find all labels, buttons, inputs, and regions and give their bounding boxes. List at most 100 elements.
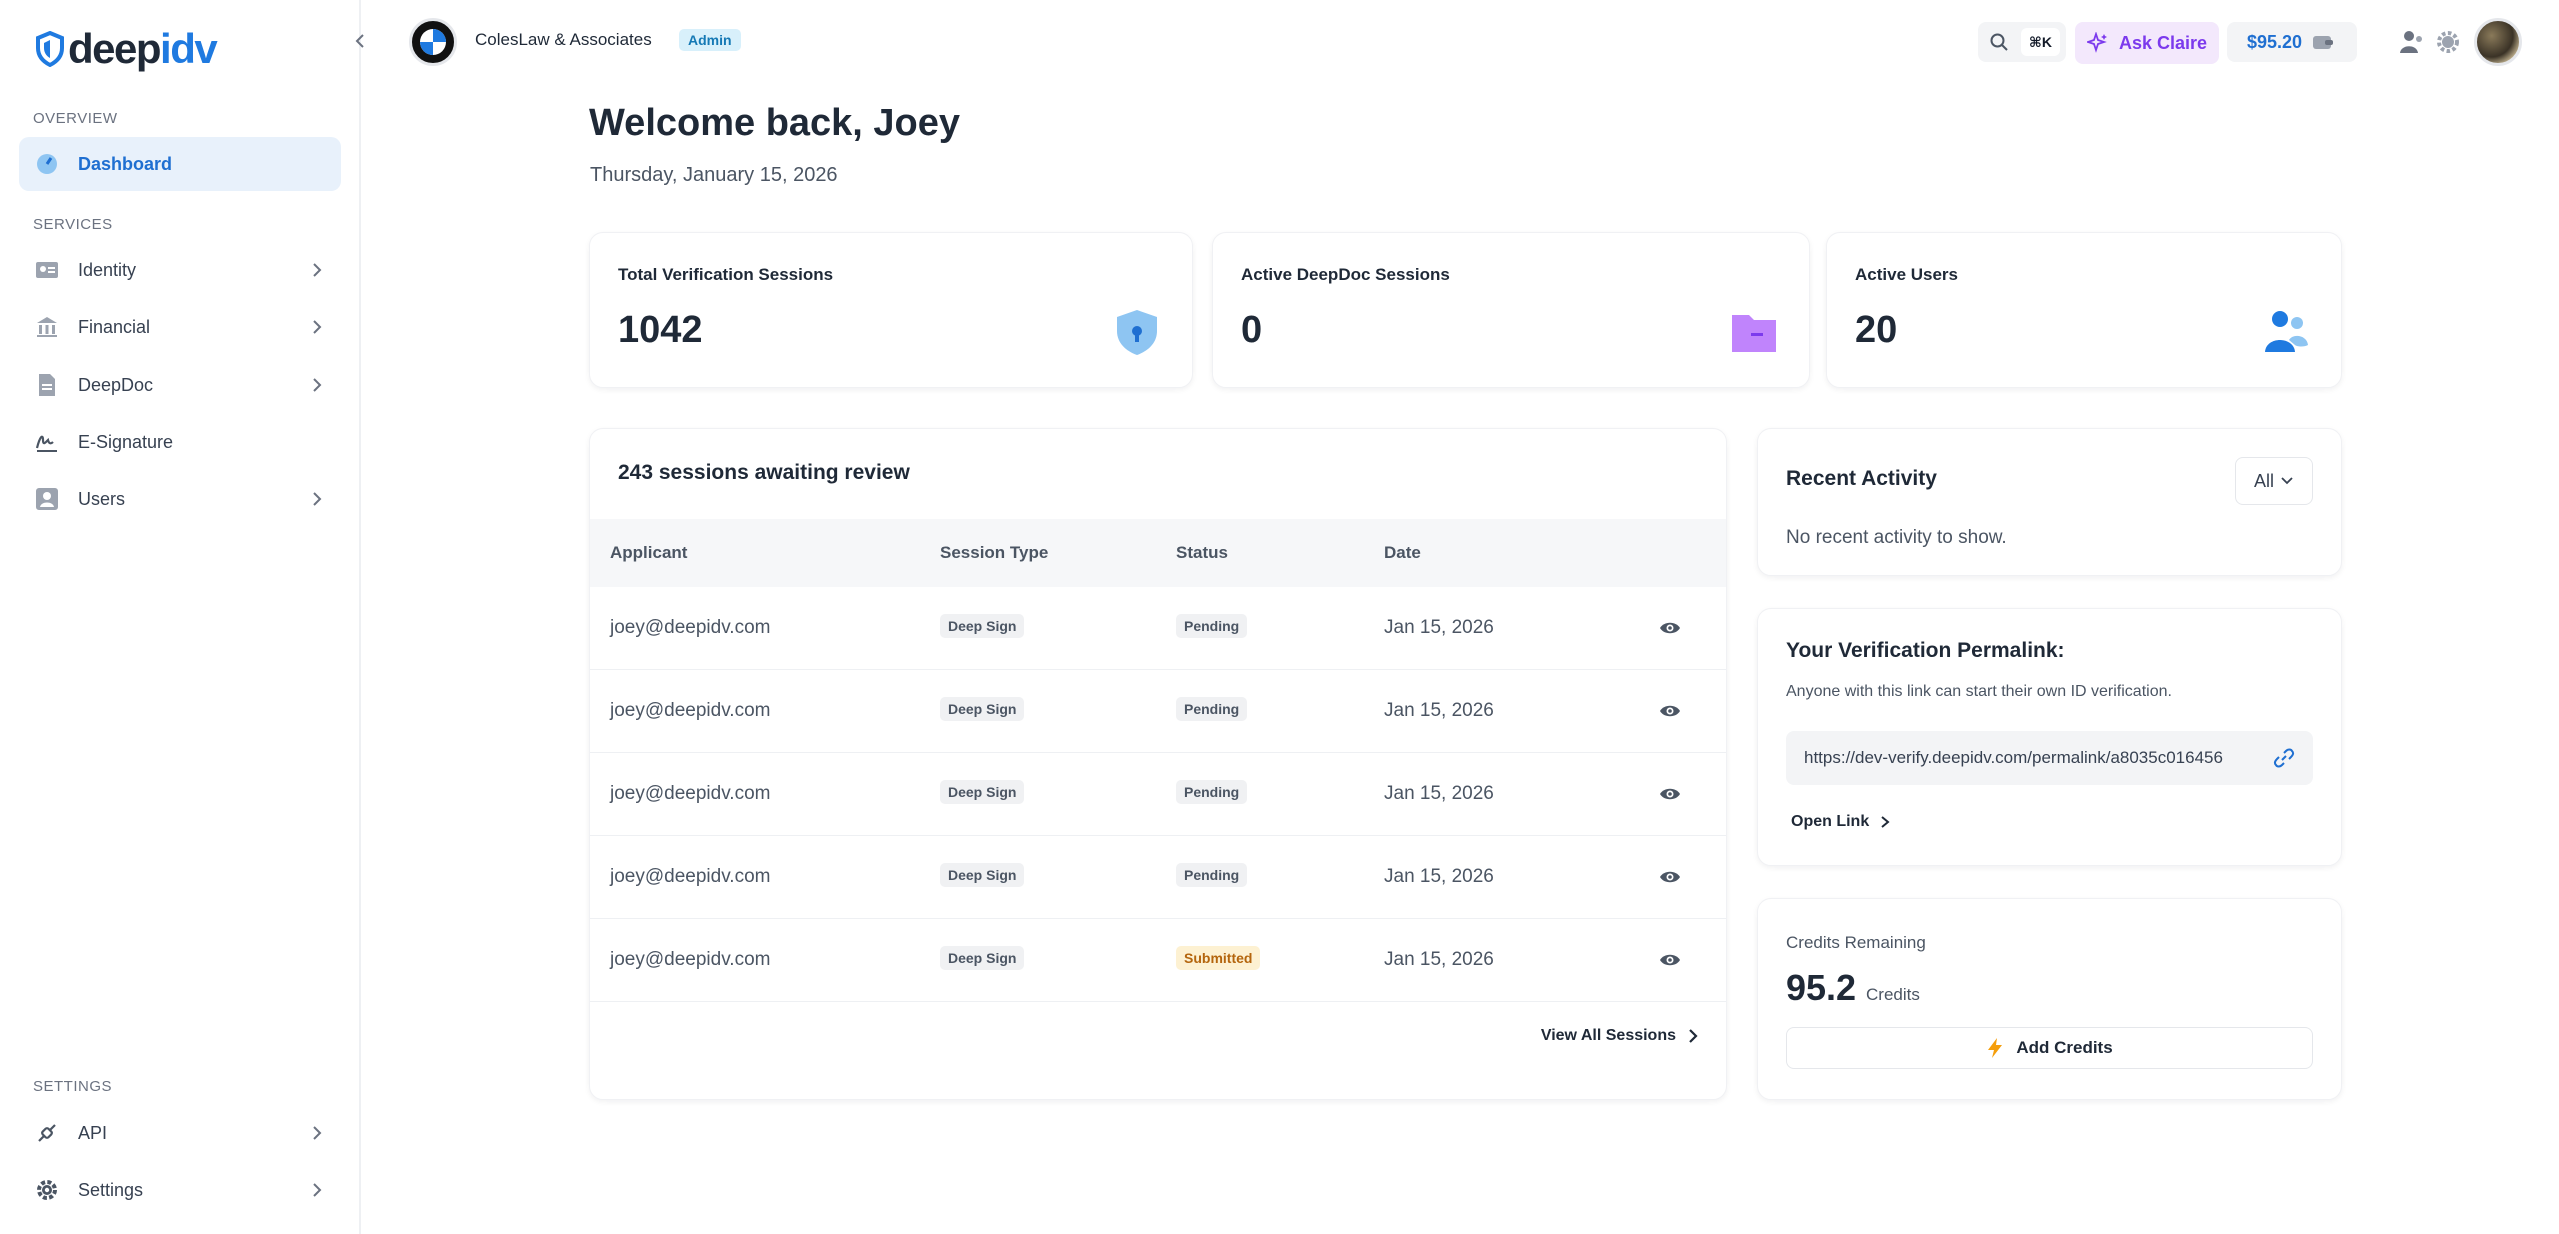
sidebar-item-settings[interactable]: Settings — [19, 1163, 341, 1217]
stat-title: Active DeepDoc Sessions — [1241, 265, 1450, 284]
theme-toggle-icon[interactable] — [2433, 27, 2463, 57]
credit-balance-button[interactable]: $95.20 — [2227, 22, 2357, 62]
ask-claire-label: Ask Claire — [2119, 32, 2208, 53]
signature-icon — [34, 429, 60, 455]
sidebar-item-label: E-Signature — [78, 431, 174, 452]
table-header: Applicant Session Type Status Date — [590, 519, 1726, 587]
stat-value: 1042 — [618, 309, 703, 351]
status-badge: Pending — [1176, 863, 1248, 887]
status-badge: Pending — [1176, 614, 1248, 638]
bank-icon — [34, 314, 60, 340]
shield-logo-icon — [36, 31, 64, 67]
open-link-button[interactable]: Open Link — [1791, 813, 1891, 831]
chevron-right-icon — [313, 1183, 322, 1197]
plug-icon — [34, 1120, 60, 1146]
sidebar-item-api[interactable]: API — [19, 1106, 341, 1160]
stat-value: 0 — [1241, 309, 1263, 351]
user-icon — [34, 486, 60, 512]
open-link-label: Open Link — [1791, 813, 1870, 830]
ask-claire-button[interactable]: Ask Claire — [2075, 22, 2219, 64]
session-type-badge: Deep Sign — [940, 614, 1025, 638]
status-badge: Pending — [1176, 780, 1248, 804]
stat-value: 20 — [1855, 309, 1898, 351]
eye-icon[interactable] — [1659, 700, 1681, 722]
eye-icon[interactable] — [1659, 783, 1681, 805]
deepidv-logo[interactable]: deepidv — [36, 24, 218, 74]
applicant-email: joey@deepidv.com — [610, 700, 771, 721]
sidebar-item-label: Financial — [78, 316, 151, 337]
sparkle-icon — [2087, 32, 2107, 53]
eye-icon[interactable] — [1659, 866, 1681, 888]
chevron-right-icon — [313, 1126, 322, 1140]
recent-activity-title: Recent Activity — [1786, 467, 1937, 490]
add-credits-button[interactable]: Add Credits — [1786, 1027, 2313, 1069]
shield-lock-icon — [1117, 310, 1157, 355]
table-row[interactable]: joey@deepidv.com Deep Sign Pending Jan 1… — [590, 753, 1726, 836]
credit-balance-value: $95.20 — [2247, 31, 2303, 52]
sidebar-item-esignature[interactable]: E-Signature — [19, 415, 341, 469]
chevron-right-icon — [313, 263, 322, 277]
sidebar-item-users[interactable]: Users — [19, 472, 341, 526]
section-label-overview: OVERVIEW — [33, 110, 118, 127]
chevron-right-icon — [313, 320, 322, 334]
org-logo-icon — [420, 29, 446, 55]
stat-card-active-users[interactable]: Active Users 20 — [1826, 232, 2342, 388]
chevron-right-icon — [313, 378, 322, 392]
org-name[interactable]: ColesLaw & Associates — [475, 30, 652, 49]
table-row[interactable]: joey@deepidv.com Deep Sign Pending Jan 1… — [590, 836, 1726, 919]
gear-icon — [34, 1177, 60, 1203]
recent-activity-card: Recent Activity All No recent activity t… — [1757, 428, 2342, 576]
session-type-badge: Deep Sign — [940, 780, 1025, 804]
column-header-status[interactable]: Status — [1176, 543, 1228, 562]
table-row[interactable]: joey@deepidv.com Deep Sign Pending Jan 1… — [590, 587, 1726, 670]
chevron-right-icon — [1689, 1029, 1698, 1043]
current-date: Thursday, January 15, 2026 — [590, 164, 838, 186]
column-header-date[interactable]: Date — [1384, 543, 1421, 562]
session-type-badge: Deep Sign — [940, 697, 1025, 721]
view-all-sessions-link[interactable]: View All Sessions — [1541, 1027, 1700, 1045]
credits-value: 95.2 — [1786, 967, 1857, 1008]
sidebar-item-dashboard[interactable]: Dashboard — [19, 137, 341, 191]
collapse-sidebar-icon[interactable] — [350, 30, 372, 52]
status-badge: Pending — [1176, 697, 1248, 721]
session-date: Jan 15, 2026 — [1384, 700, 1494, 721]
permalink-url-field[interactable]: https://dev-verify.deepidv.com/permalink… — [1786, 731, 2313, 785]
sidebar-item-label: Settings — [78, 1179, 144, 1200]
status-badge: Submitted — [1176, 946, 1261, 970]
sidebar-item-identity[interactable]: Identity — [19, 243, 341, 297]
permalink-subtitle: Anyone with this link can start their ow… — [1786, 683, 2172, 700]
team-icon[interactable] — [2397, 27, 2427, 57]
stat-card-deepdoc-sessions[interactable]: Active DeepDoc Sessions 0 — [1212, 232, 1810, 388]
stat-title: Total Verification Sessions — [618, 265, 834, 284]
sessions-title: 243 sessions awaiting review — [618, 461, 910, 484]
search-shortcut: ⌘K — [2020, 28, 2060, 56]
chevron-down-icon — [2281, 477, 2293, 485]
stat-title: Active Users — [1855, 265, 1959, 284]
org-avatar[interactable] — [409, 18, 457, 66]
table-row[interactable]: joey@deepidv.com Deep Sign Submitted Jan… — [590, 919, 1726, 1002]
section-label-services: SERVICES — [33, 216, 113, 233]
page-title: Welcome back, Joey — [589, 102, 961, 144]
session-date: Jan 15, 2026 — [1384, 949, 1494, 970]
session-type-badge: Deep Sign — [940, 946, 1025, 970]
stat-card-total-sessions[interactable]: Total Verification Sessions 1042 — [589, 232, 1193, 388]
permalink-url: https://dev-verify.deepidv.com/permalink… — [1804, 748, 2223, 767]
sidebar-item-financial[interactable]: Financial — [19, 300, 341, 354]
document-icon — [34, 372, 60, 398]
eye-icon[interactable] — [1659, 949, 1681, 971]
eye-icon[interactable] — [1659, 617, 1681, 639]
sessions-card: 243 sessions awaiting review Applicant S… — [589, 428, 1727, 1100]
activity-filter-dropdown[interactable]: All — [2235, 457, 2313, 505]
table-row[interactable]: joey@deepidv.com Deep Sign Pending Jan 1… — [590, 670, 1726, 753]
sidebar-item-deepdoc[interactable]: DeepDoc — [19, 358, 341, 412]
profile-avatar[interactable] — [2474, 18, 2522, 66]
column-header-session-type[interactable]: Session Type — [940, 543, 1049, 562]
sidebar-item-label: DeepDoc — [78, 374, 154, 395]
users-icon — [2265, 311, 2308, 352]
link-icon[interactable] — [2273, 747, 2295, 769]
column-header-applicant[interactable]: Applicant — [610, 543, 688, 562]
session-date: Jan 15, 2026 — [1384, 783, 1494, 804]
search-button[interactable]: ⌘K — [1978, 22, 2066, 62]
section-label-settings: SETTINGS — [33, 1078, 113, 1095]
id-card-icon — [34, 257, 60, 283]
